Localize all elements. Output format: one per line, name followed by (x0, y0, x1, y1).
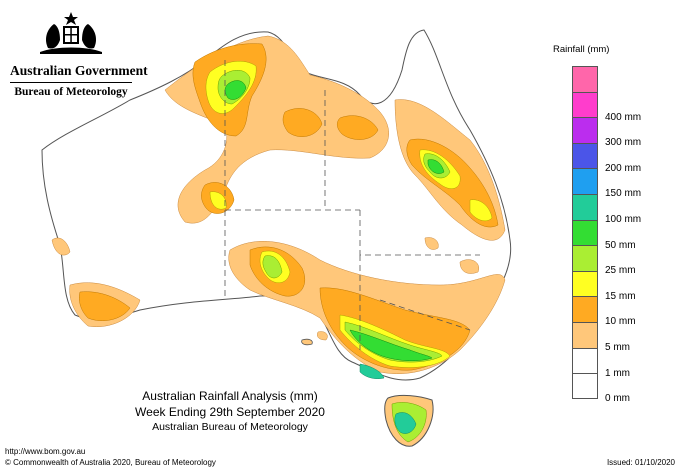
legend-swatch (572, 245, 598, 271)
legend-swatch (572, 321, 598, 348)
kangaroo-island (301, 338, 313, 346)
issued-date: Issued: 01/10/2020 (606, 458, 675, 467)
australia-mainland (41, 29, 512, 441)
legend-swatch (572, 347, 598, 374)
tasmania (384, 394, 434, 447)
state-borders (224, 60, 480, 350)
legend-swatch (572, 270, 598, 297)
map-period: Week Ending 29th September 2020 (135, 405, 325, 419)
legend-swatch (572, 296, 598, 322)
legend-swatch (572, 142, 598, 169)
map-title: Australian Rainfall Analysis (mm) (142, 389, 318, 403)
legend-label: 100 mm (605, 213, 642, 225)
legend-label: 15 mm (605, 290, 636, 302)
copyright-text: © Commonwealth of Australia 2020, Bureau… (5, 458, 216, 467)
bureau-title: Bureau of Meteorology (14, 86, 128, 98)
legend-label: 200 mm (605, 162, 642, 174)
legend-swatch (572, 373, 598, 399)
map-source: Australian Bureau of Meteorology (152, 421, 308, 433)
legend-label: 5 mm (605, 341, 630, 353)
government-logo-block: Australian Government Bureau of Meteorol… (10, 10, 148, 98)
legend-swatch (572, 91, 598, 118)
legend-label: 300 mm (605, 137, 642, 149)
legend-label: 1 mm (605, 367, 630, 379)
coat-of-arms-icon (40, 12, 102, 54)
government-title: Australian Government (10, 63, 148, 78)
legend-swatch (572, 66, 598, 92)
website-link[interactable]: http://www.bom.gov.au (5, 447, 86, 456)
header-divider (10, 82, 132, 83)
legend-swatch (572, 117, 598, 143)
legend-label: 10 mm (605, 316, 636, 328)
legend-label: 400 mm (605, 111, 642, 123)
legend-swatch (572, 168, 598, 194)
legend-title: Rainfall (mm) (553, 44, 610, 55)
legend-label: 0 mm (605, 393, 630, 405)
legend-swatch (572, 219, 598, 246)
legend-label: 25 mm (605, 265, 636, 277)
legend-label: 150 mm (605, 188, 642, 200)
legend-swatch (572, 193, 598, 220)
legend-label: 50 mm (605, 239, 636, 251)
